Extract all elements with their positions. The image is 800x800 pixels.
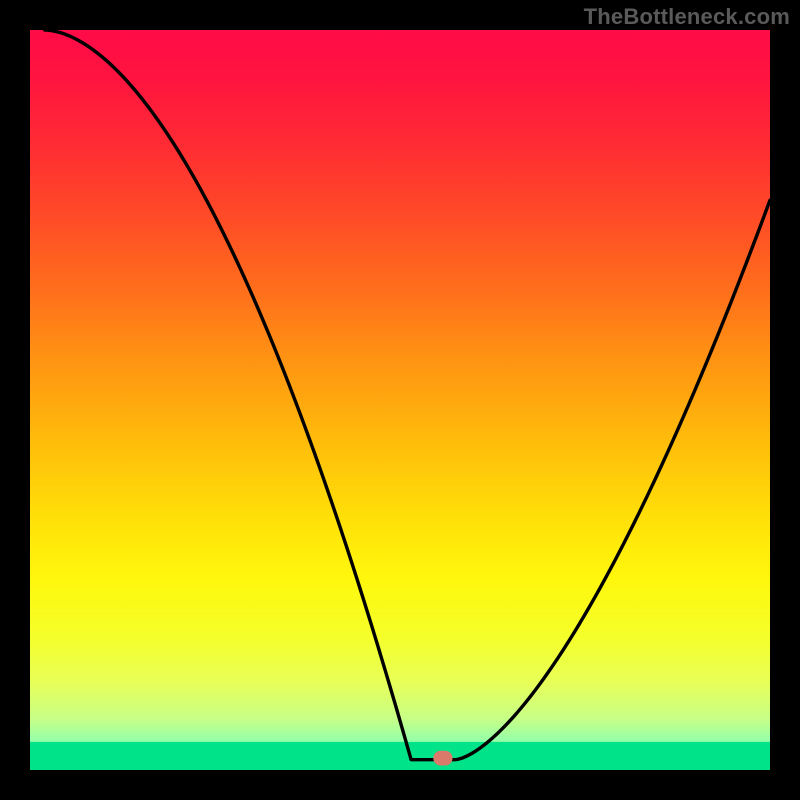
watermark-text: TheBottleneck.com bbox=[584, 4, 790, 30]
chart-plot-area bbox=[30, 30, 770, 770]
zero-band bbox=[30, 742, 770, 770]
chart-svg bbox=[30, 30, 770, 770]
gradient-background bbox=[30, 30, 770, 770]
chart-container: TheBottleneck.com bbox=[0, 0, 800, 800]
optimum-marker bbox=[433, 751, 452, 766]
